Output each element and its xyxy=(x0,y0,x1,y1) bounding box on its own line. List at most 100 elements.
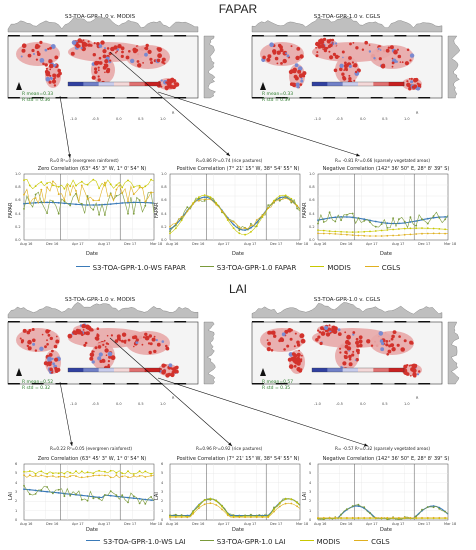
lai-left-pixel-cluster xyxy=(103,339,106,342)
lai-right-pixel-cluster xyxy=(418,370,421,373)
fapar-panel1-y-tick: 0.2 xyxy=(15,224,21,229)
cb-tick: -0.5 xyxy=(336,117,343,121)
lai-right-pixel-cluster xyxy=(283,348,286,351)
fapar-left-pixel-cluster xyxy=(94,60,99,66)
fapar-panel1-x-tick: Aug 17 xyxy=(98,242,111,246)
lai-panel2-point-modis xyxy=(296,501,298,504)
fapar-panel1-point-ws xyxy=(86,204,89,206)
lai-panel3-y-tick: 6 xyxy=(309,462,312,466)
fapar-right-pixel-cluster xyxy=(368,44,371,46)
fapar-left-pixel-cluster xyxy=(102,54,107,59)
fapar-panel1-point-gpr xyxy=(98,213,100,216)
fapar-panel2-title: Positive Correlation (7° 21' 15" W, 38° … xyxy=(176,166,300,172)
fapar-right-pixel-cluster xyxy=(361,48,365,51)
fapar-right-pixel-cluster xyxy=(300,77,303,80)
lai-right-scale-seg xyxy=(370,383,383,385)
lai-right-pixel-cluster xyxy=(337,332,342,336)
lai-panel1-point-modis xyxy=(23,470,25,473)
lai-right-colorbar-segment xyxy=(388,368,405,372)
line-dot-swatch-icon xyxy=(86,539,101,547)
fapar-panel2-point-cgls xyxy=(278,198,281,201)
lai-left-pixel-cluster xyxy=(34,349,38,352)
lai-panel2-point-cgls xyxy=(255,516,258,519)
fapar-panel3-point-modis xyxy=(340,230,342,233)
lai-panel1-point-ws xyxy=(86,495,89,497)
fapar-left-pixel-cluster xyxy=(78,44,81,47)
fapar-left-colorbar-segment xyxy=(68,82,84,86)
fapar-left-scale-seg xyxy=(150,97,163,99)
fapar-panel3-y-tick: 0.0 xyxy=(309,238,315,242)
lai-panel1-point-gpr xyxy=(80,498,83,501)
lai-right-continent xyxy=(370,331,414,355)
fapar-left-pixel-cluster xyxy=(39,40,43,45)
lai-panel1-point-modis xyxy=(57,472,60,475)
fapar-left-pixel-cluster xyxy=(45,72,50,77)
fapar-panel1-point-modis xyxy=(138,184,141,187)
lai-left-pixel-cluster xyxy=(104,348,109,353)
lai-map-right-title: S3-TOA-GPR-1.0 v. CGLS xyxy=(313,297,381,303)
lai-panel1-point-ws xyxy=(80,494,83,497)
lai-panel1-y-tick: 3 xyxy=(15,490,18,494)
lai-panel1-point-modis xyxy=(115,472,118,474)
fapar-panel1-point-cgls xyxy=(109,193,112,196)
fapar-left-pixel-cluster xyxy=(104,71,106,74)
lai-left-pixel-cluster xyxy=(96,327,100,331)
fapar-panel3-point-modis xyxy=(432,227,435,230)
fapar-panel3-point-gpr xyxy=(432,215,435,217)
lai-panel1-point-ws xyxy=(63,492,66,495)
fapar-left-pixel-cluster xyxy=(94,67,98,71)
lai-panel1-point-ws xyxy=(109,494,112,497)
fapar-panel3-point-gpr xyxy=(351,212,354,215)
fapar-panel2-point-modis xyxy=(244,233,247,236)
fapar-right-scale-seg xyxy=(370,97,383,99)
fapar-panel3-point-cgls xyxy=(386,234,389,237)
lai-right-pixel-cluster xyxy=(394,331,397,334)
lai-right-pixel-cluster xyxy=(290,328,293,332)
fapar-right-scale-seg xyxy=(347,97,359,99)
lai-left-pixel-cluster xyxy=(172,367,176,372)
fapar-right-pixel-cluster xyxy=(299,83,303,86)
lai-left-pixel-cluster xyxy=(55,339,60,344)
fapar-left-pixel-cluster xyxy=(106,47,110,50)
fapar-left-colorbar-segment xyxy=(98,82,115,86)
fapar-left-pixel-cluster xyxy=(87,40,90,43)
lai-right-scale-seg xyxy=(347,383,359,385)
lai-panel2-ylabel: LAI xyxy=(154,492,160,500)
fapar-right-pixel-cluster xyxy=(391,65,394,68)
fapar-right-pixel-cluster xyxy=(409,59,412,62)
fapar-right-pixel-cluster xyxy=(355,46,359,50)
lai-right-pixel-cluster xyxy=(385,343,389,347)
fapar-panel2-point-cgls xyxy=(169,225,171,228)
lai-panel3-point-cgls xyxy=(386,516,389,519)
lai-right-colorbar-segment xyxy=(312,368,328,372)
fapar-panel3-point-gpr xyxy=(386,227,389,229)
lai-panel1-point-ws xyxy=(98,496,100,499)
fapar-right-pixel-cluster xyxy=(280,62,283,65)
lai-left-scale-seg xyxy=(126,321,139,323)
fapar-panel2-point-gpr xyxy=(250,222,252,225)
arrowhead-icon xyxy=(356,153,360,157)
fapar-panel1-point-modis xyxy=(150,178,153,181)
lai-legend-item: S3-TOA-GPR-1.0 LAI xyxy=(199,538,286,546)
fapar-panel3-point-cgls xyxy=(322,232,325,235)
lai-right-colorbar-segment xyxy=(327,368,343,372)
lai-panel1-point-gpr xyxy=(115,494,118,496)
lai-left-pixel-cluster xyxy=(53,344,58,349)
lai-panel1-point-modis xyxy=(92,472,95,475)
fapar-right-colorbar-frame xyxy=(311,81,405,87)
lai-right-pixel-cluster xyxy=(385,340,389,343)
fapar-left-pixel-cluster xyxy=(97,66,100,69)
lai-panel3-point-cgls xyxy=(328,516,331,519)
fapar-panel1-point-cgls xyxy=(92,199,95,202)
fapar-right-pixel-cluster xyxy=(341,50,345,54)
lai-left-pixel-cluster xyxy=(32,342,36,346)
fapar-left-scale-seg xyxy=(79,35,92,37)
fapar-right-pixel-cluster xyxy=(320,42,323,45)
lai-right-pixel-cluster xyxy=(333,325,336,329)
fapar-panel3-point-gpr xyxy=(438,216,441,219)
lai-panel2-x-tick: Mar 18 xyxy=(296,522,309,526)
fapar-panel1-point-ws xyxy=(98,204,100,206)
lai-panel3-point-cgls xyxy=(351,516,354,519)
lai-right-pixel-cluster xyxy=(320,326,324,330)
fapar-right-pixel-cluster xyxy=(401,61,404,64)
